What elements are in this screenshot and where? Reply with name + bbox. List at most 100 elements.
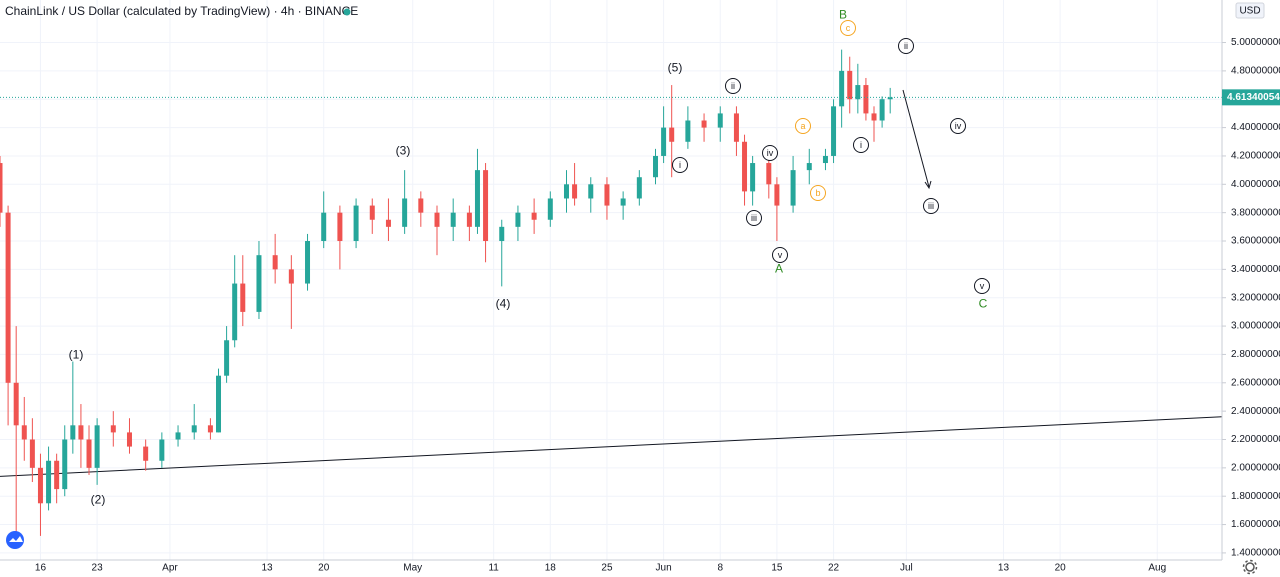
candle-body [191,425,197,433]
y-tick-label: 3.80000000 [1231,207,1280,218]
x-tick-label: 11 [488,563,499,574]
x-tick-label: 13 [261,563,273,574]
tradingview-logo [6,531,24,549]
x-tick-label: 20 [1055,563,1067,574]
wave-label: (1) [69,348,84,362]
candle-body [29,439,35,468]
candle-body [563,184,569,199]
x-tick-label: Aug [1148,563,1166,574]
y-tick-label: 3.60000000 [1231,236,1280,247]
candle-body [337,212,343,242]
candle-body [547,198,553,220]
candle-body [37,467,43,504]
candle-body [855,85,861,100]
candle-body [70,425,76,440]
wave-label: B [839,8,847,22]
currency-label: USD [1239,6,1260,17]
wave-label: (4) [496,297,511,311]
wave-circle [795,118,811,134]
candle-body [224,340,230,376]
candle-body [831,106,837,156]
wave-circle [950,118,966,134]
wave-label: ii [904,41,908,51]
x-tick-label: 15 [771,563,783,574]
settings-icon[interactable] [1242,559,1258,575]
wave-label: v [980,281,985,291]
candle-body [742,141,748,192]
trend-line [0,416,1223,477]
axes: 1.40000000 1.60000000 1.80000000 2.00000000… [35,37,1280,574]
candle-body [21,425,27,440]
x-tick-label: 8 [717,563,723,574]
wave-circle [672,157,688,173]
x-tick-label: 23 [92,563,104,574]
y-tick-label: 1.40000000 [1231,548,1280,559]
status-dot [343,8,351,16]
candle-body [733,113,739,142]
candle-body [94,425,100,468]
candle-body [216,375,222,433]
candle-body [879,99,885,121]
candle-body [54,460,60,490]
candle-body [62,439,68,490]
candle-body [871,113,877,121]
candle-body [653,155,659,178]
candle-body [369,205,375,220]
y-tick-label: 2.20000000 [1231,434,1280,445]
candle-body [272,255,278,270]
candle-body [175,432,181,440]
candle-body [466,212,472,227]
wave-label: iv [767,148,774,158]
wave-label: C [979,297,988,311]
y-tick-label: 2.60000000 [1231,377,1280,388]
candle-body [207,425,213,433]
candle-body [474,170,480,227]
candle-body [240,283,246,312]
y-tick-label: 4.00000000 [1231,179,1280,190]
candle-body [847,70,853,100]
x-tick-label: 22 [828,563,840,574]
y-tick-label: 3.00000000 [1231,321,1280,332]
candle-body [669,127,675,142]
candle-body [604,184,610,206]
wave-circle [898,38,914,54]
wave-label: v [778,250,783,260]
x-tick-label: Apr [162,563,178,574]
y-tick-label: 2.00000000 [1231,462,1280,473]
candle-body [385,219,391,227]
y-tick-label: 3.40000000 [1231,264,1280,275]
wave-label: i [679,160,681,170]
y-tick-label: 2.80000000 [1231,349,1280,360]
candle-body [483,170,489,242]
wave-circle [923,198,939,214]
wave-label: c [846,23,851,33]
x-tick-label: May [403,563,422,574]
candle-body [450,212,456,227]
candle-body [750,163,756,192]
candle-body [863,85,869,114]
candle-body [701,120,707,128]
candle-body [531,212,537,220]
last-price-box [1222,89,1280,106]
candle-body [78,425,84,440]
wave-label: A [775,262,783,276]
candle-body [717,113,723,128]
currency-badge[interactable] [1235,2,1265,19]
candle-body [766,163,772,185]
wave-circle [762,145,778,161]
wave-label: iv [955,121,962,131]
candle-body [321,212,327,242]
plot-area [0,49,1223,536]
x-tick-label: 13 [998,563,1010,574]
candle-body [353,205,359,242]
candle-body [256,255,262,312]
candle-body [887,97,893,100]
wave-label: i [860,140,862,150]
candle-body [434,212,440,227]
candle-body [636,177,642,199]
wave-label: (3) [396,144,411,158]
wave-label: (2) [91,493,106,507]
